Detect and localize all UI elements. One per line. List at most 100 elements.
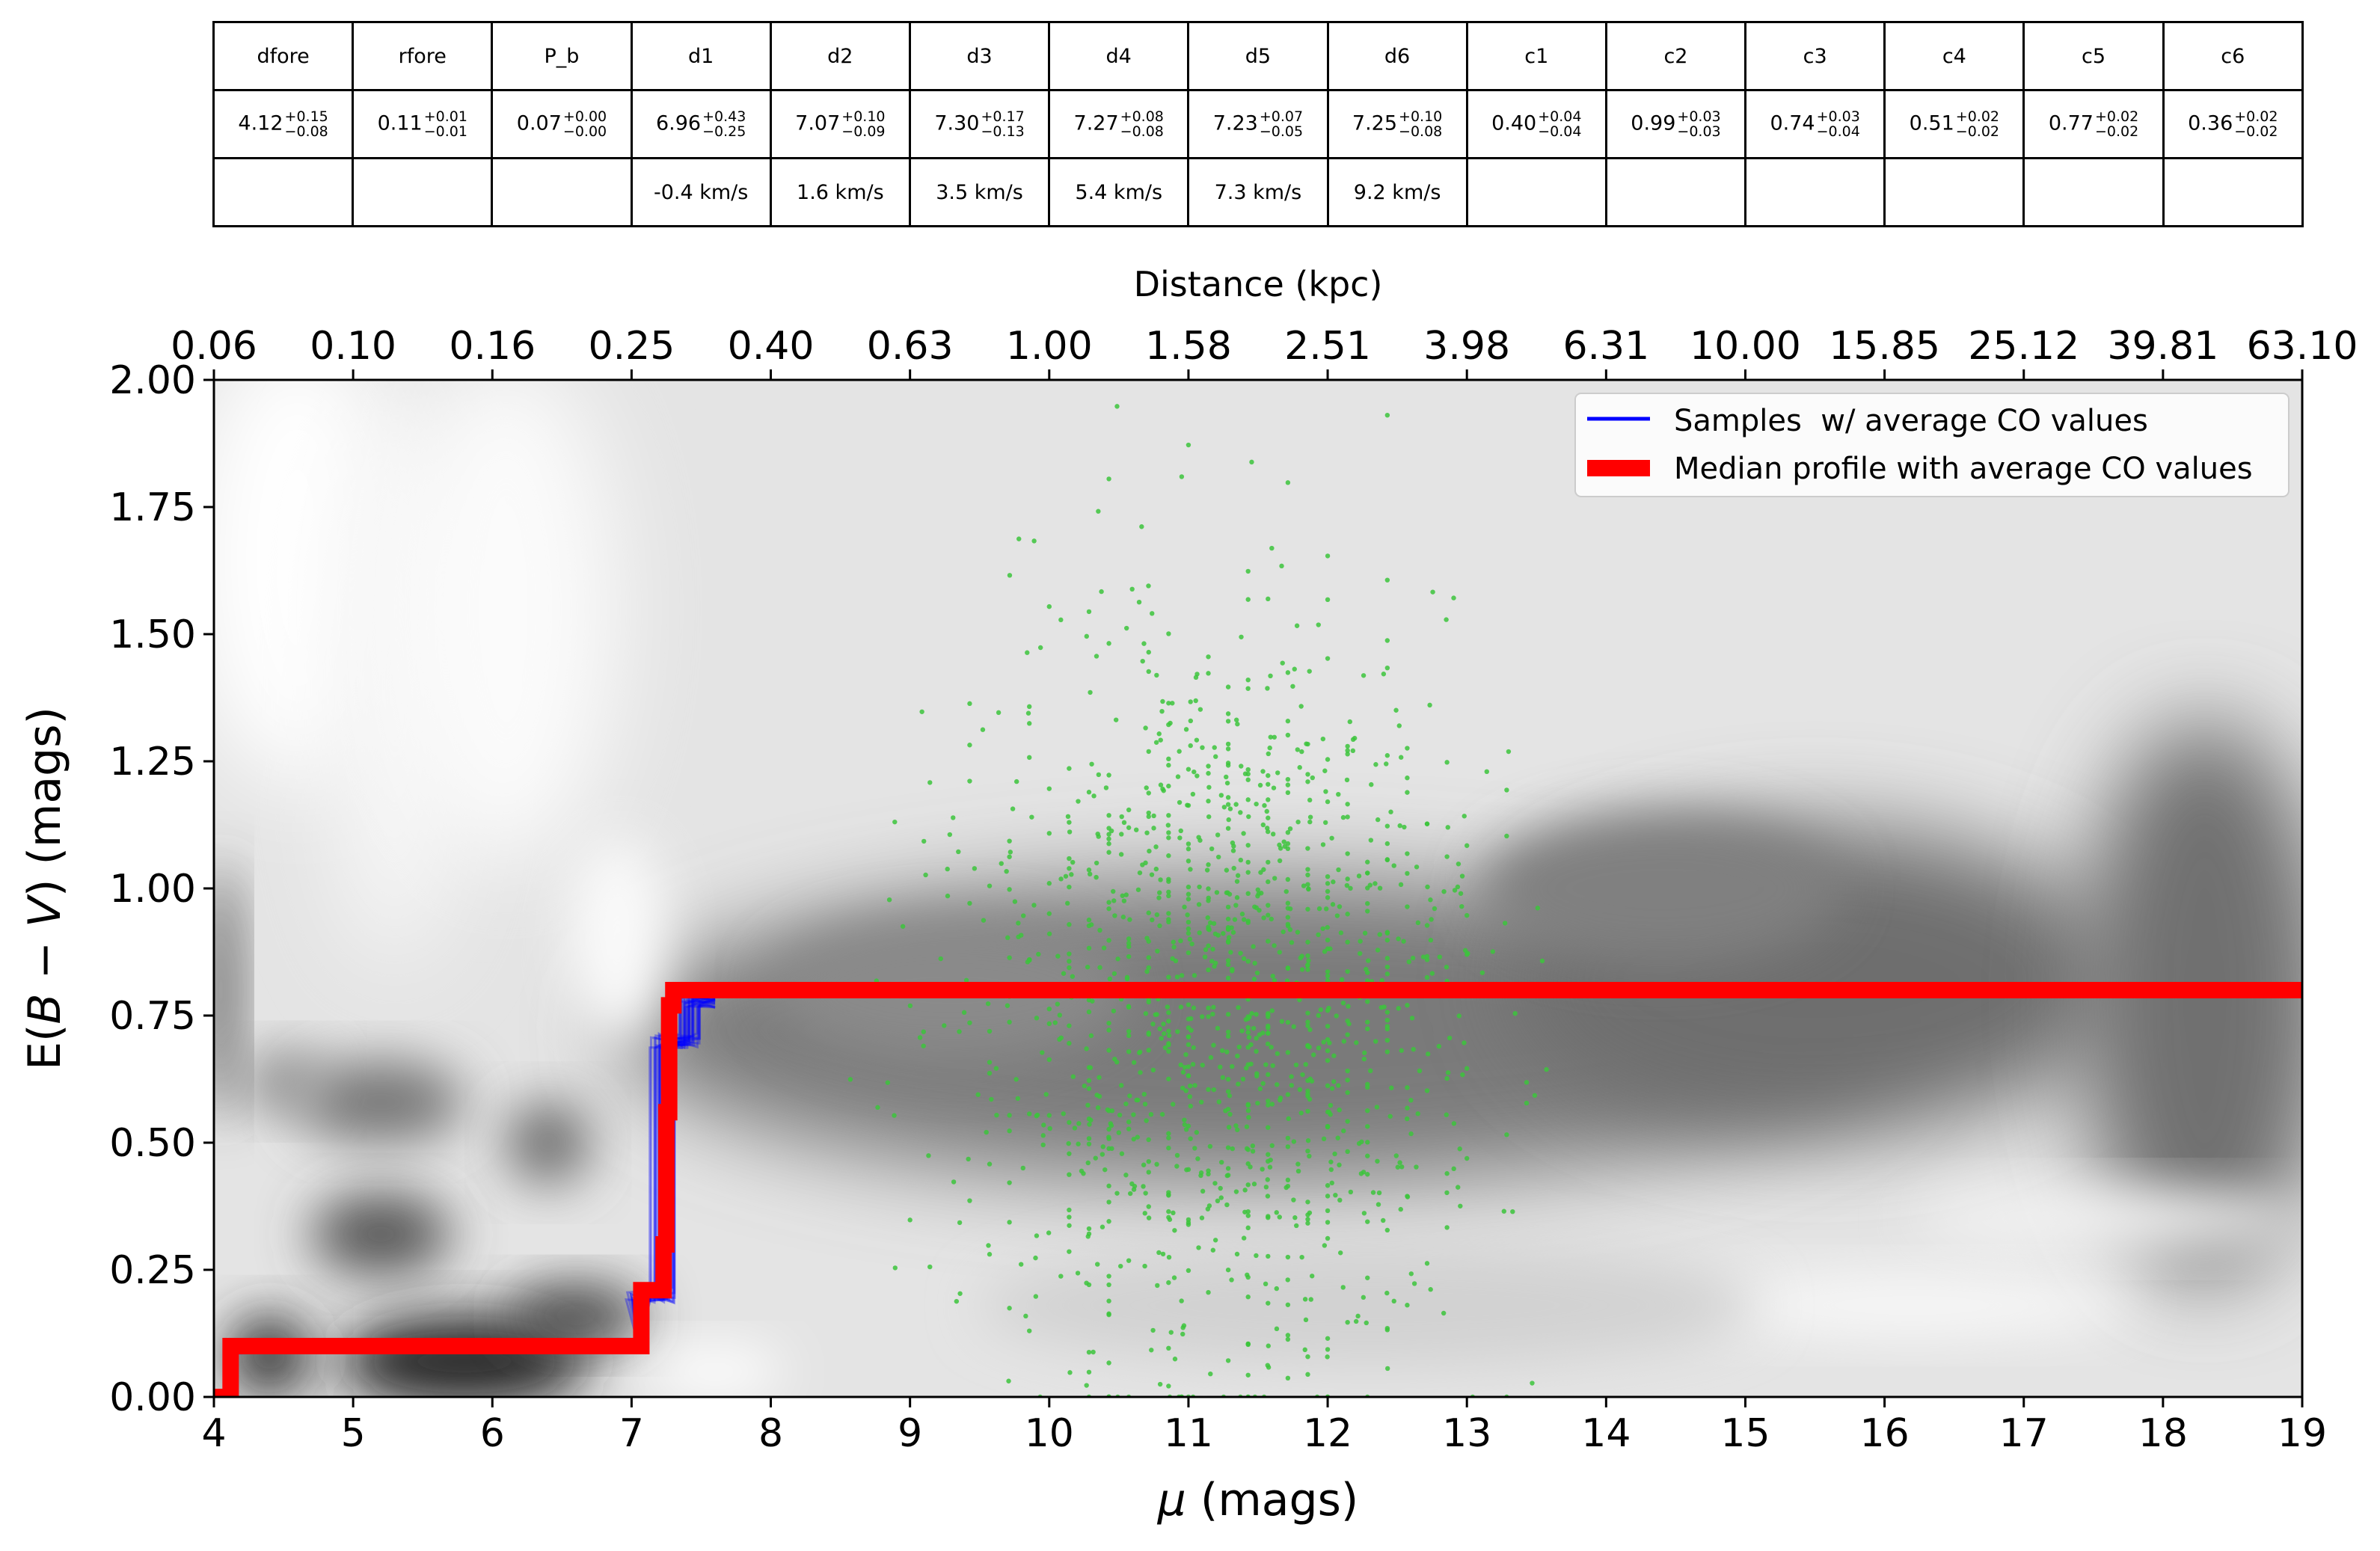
scatter-point [1156, 1250, 1162, 1256]
scatter-point [1166, 756, 1171, 762]
scatter-point [1170, 701, 1175, 706]
scatter-point [1353, 1318, 1359, 1324]
scatter-point [1266, 1152, 1271, 1157]
scatter-point [1153, 844, 1159, 850]
scatter-point [1106, 1126, 1111, 1132]
scatter-point [1046, 911, 1052, 916]
scatter-point [1266, 1214, 1271, 1220]
scatter-point [1266, 596, 1271, 602]
y-tick-label: 1.25 [109, 740, 196, 784]
velocity-c5 [2022, 157, 2165, 227]
scatter-point [1097, 1075, 1102, 1080]
header-c2: c2 [1604, 21, 1747, 91]
scatter-point [1299, 749, 1304, 755]
scatter-point [1086, 1086, 1092, 1091]
scatter-point [1266, 859, 1271, 865]
value-plus: +0.03 [1816, 108, 1860, 125]
scatter-point [1086, 1349, 1092, 1355]
scatter-point [1209, 846, 1215, 852]
x-tick-label: 14 [1581, 1411, 1631, 1456]
scatter-point [954, 1298, 960, 1304]
scatter-point [1088, 1117, 1094, 1123]
scatter-point [1196, 1245, 1201, 1250]
scatter-point [1137, 870, 1143, 876]
scatter-point [1384, 971, 1390, 977]
scatter-point [1305, 1220, 1310, 1226]
scatter-point [1292, 666, 1297, 672]
value-errors: +0.10 −0.08 [1399, 109, 1442, 139]
scatter-point [1142, 1263, 1147, 1269]
scatter-point [1405, 1194, 1410, 1199]
scatter-point [1305, 906, 1310, 912]
scatter-point [1067, 1172, 1072, 1177]
scatter-point [1171, 945, 1177, 950]
chart-area: 4 5 6 7 8 9 10 11 12 13 14 15 16 17 18 19 0.00 0.25 0.50 0.… [0, 247, 2380, 1548]
scatter-point [1444, 854, 1450, 859]
scatter-point [1285, 846, 1291, 852]
scatter-point [1408, 1097, 1414, 1103]
scatter-point [1165, 823, 1171, 828]
scatter-point [1384, 638, 1390, 643]
scatter-point [1384, 1024, 1390, 1029]
scatter-point [1230, 968, 1235, 974]
scatter-point [1266, 1125, 1271, 1130]
scatter-point [1414, 864, 1420, 870]
scatter-point [1365, 1084, 1370, 1090]
scatter-point [1091, 1349, 1096, 1355]
scatter-point [1224, 867, 1230, 873]
scatter-point [1356, 873, 1362, 879]
scatter-point [1266, 797, 1271, 802]
scatter-point [1239, 912, 1245, 917]
header-rfore: rfore [352, 21, 494, 91]
x2-tick-label: 25.12 [1968, 324, 2079, 369]
value-c3: 0.74 +0.03 −0.04 [1744, 89, 1886, 159]
scatter-point [1072, 1125, 1078, 1131]
scatter-point [1365, 1153, 1370, 1158]
scatter-point [1146, 1170, 1151, 1175]
scatter-point [1373, 1039, 1378, 1044]
scatter-point [1091, 793, 1097, 799]
scatter-point [1287, 906, 1293, 912]
scatter-point [1166, 1019, 1171, 1024]
scatter-point [1285, 1135, 1291, 1141]
scatter-point [1126, 944, 1132, 949]
scatter-point [1224, 774, 1229, 780]
scatter-point [1429, 971, 1435, 976]
scatter-point [1206, 1005, 1211, 1011]
scatter-point [1230, 848, 1236, 853]
scatter-point [1252, 960, 1257, 966]
scatter-point [1285, 480, 1291, 485]
scatter-point [1197, 930, 1202, 936]
scatter-point [1331, 1053, 1337, 1058]
x-tick-label: 4 [201, 1411, 226, 1456]
scatter-point [1007, 838, 1012, 844]
scatter-point [1058, 1274, 1064, 1279]
scatter-point [1165, 1004, 1171, 1010]
scatter-point [1384, 1017, 1390, 1023]
scatter-point [1221, 805, 1227, 810]
scatter-point [1023, 1313, 1028, 1319]
scatter-point [1305, 1212, 1310, 1217]
scatter-point [1146, 1137, 1151, 1143]
scatter-point [1462, 948, 1468, 953]
scatter-point [1309, 1078, 1315, 1084]
scatter-point [1166, 1345, 1171, 1351]
scatter-point [1225, 924, 1231, 930]
scatter-point [921, 838, 927, 844]
scatter-point [1280, 660, 1285, 666]
scatter-point [1211, 1087, 1217, 1093]
scatter-point [1362, 930, 1368, 936]
velocity-rfore [352, 157, 494, 227]
scatter-point [1106, 906, 1111, 912]
header-d4: d4 [1048, 21, 1190, 91]
scatter-point [1166, 701, 1171, 706]
scatter-point [1335, 1135, 1340, 1140]
value-dfore: 4.12 +0.15 −0.08 [212, 89, 355, 159]
scatter-point [1377, 932, 1382, 937]
scatter-point [1186, 442, 1191, 448]
scatter-point [1245, 1108, 1251, 1114]
scatter-point [1424, 974, 1430, 980]
scatter-point [1270, 974, 1275, 979]
scatter-point [1265, 1363, 1270, 1368]
scatter-point [1194, 773, 1200, 778]
